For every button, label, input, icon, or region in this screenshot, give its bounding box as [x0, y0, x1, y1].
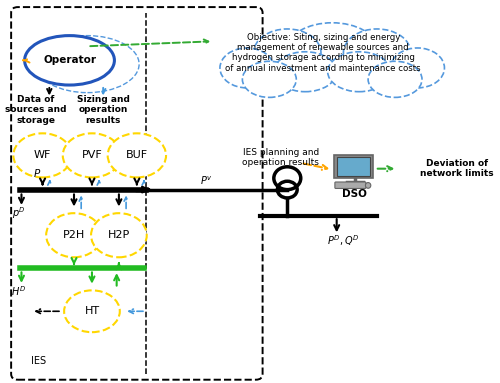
Ellipse shape [344, 29, 411, 77]
Text: P2H: P2H [63, 230, 85, 240]
Text: $P^v$: $P^v$ [200, 175, 213, 187]
Ellipse shape [242, 61, 296, 97]
Ellipse shape [24, 36, 114, 85]
Text: HT: HT [84, 306, 100, 316]
Ellipse shape [63, 133, 121, 177]
FancyBboxPatch shape [334, 155, 372, 178]
Ellipse shape [390, 48, 444, 88]
Ellipse shape [220, 48, 274, 88]
Text: DSO: DSO [342, 189, 367, 199]
Ellipse shape [368, 61, 422, 97]
Ellipse shape [14, 133, 72, 177]
Text: H2P: H2P [108, 230, 130, 240]
Text: $P^D, Q^D$: $P^D, Q^D$ [327, 233, 360, 247]
Ellipse shape [46, 213, 102, 257]
Text: Objective: Siting, sizing and energy
management of renewable sources and
hydroge: Objective: Siting, sizing and energy man… [226, 33, 421, 73]
FancyBboxPatch shape [336, 157, 370, 176]
Text: BUF: BUF [126, 151, 148, 160]
Ellipse shape [254, 29, 321, 77]
Text: Operator: Operator [43, 55, 96, 65]
Ellipse shape [64, 290, 120, 332]
Text: IES planning and
operation results: IES planning and operation results [242, 147, 320, 167]
Text: $p^D$: $p^D$ [12, 205, 26, 221]
Text: $P$: $P$ [32, 167, 41, 179]
Ellipse shape [328, 52, 390, 92]
Ellipse shape [366, 183, 371, 188]
Text: WF: WF [34, 151, 52, 160]
Text: Data of
sources and
storage: Data of sources and storage [5, 95, 66, 124]
Ellipse shape [274, 52, 336, 92]
Text: IES: IES [30, 356, 46, 366]
Text: Sizing and
operation
results: Sizing and operation results [76, 95, 130, 124]
Text: PVF: PVF [82, 151, 102, 160]
Ellipse shape [288, 23, 377, 75]
FancyBboxPatch shape [335, 182, 366, 188]
Text: $H^D$: $H^D$ [12, 284, 26, 298]
Text: Deviation of
network limits: Deviation of network limits [420, 159, 494, 178]
Ellipse shape [91, 213, 146, 257]
Ellipse shape [108, 133, 166, 177]
